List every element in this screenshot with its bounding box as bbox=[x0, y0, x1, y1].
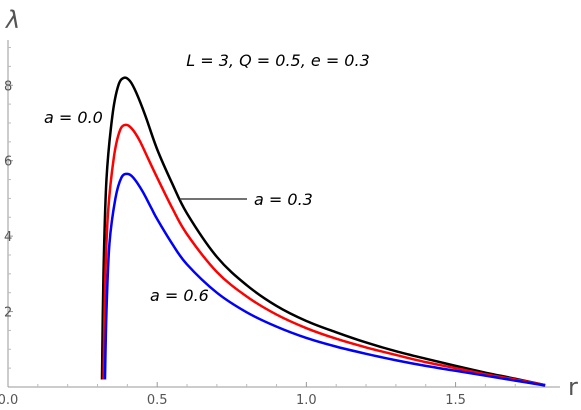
series-line-2 bbox=[103, 172, 546, 387]
series-group bbox=[100, 76, 546, 387]
ticks: 0.0 0.5 1.0 1.5 2 4 6 8 bbox=[0, 47, 546, 408]
series-line-0 bbox=[100, 76, 546, 387]
axes bbox=[7, 40, 560, 388]
label-a0: a = 0.0 bbox=[44, 108, 103, 127]
x-tick-label: 0.0 bbox=[0, 393, 18, 408]
label-a3: a = 0.3 bbox=[254, 190, 313, 209]
y-axis-label: λ bbox=[4, 6, 20, 34]
series-line-1 bbox=[102, 123, 546, 387]
y-tick-label: 4 bbox=[4, 230, 12, 245]
label-a6: a = 0.6 bbox=[150, 286, 209, 305]
chart-title: L = 3, Q = 0.5, e = 0.3 bbox=[186, 51, 370, 70]
y-tick-label: 6 bbox=[4, 155, 12, 170]
x-tick-label: 1.5 bbox=[445, 393, 466, 408]
y-tick-label: 2 bbox=[4, 306, 12, 321]
x-tick-label: 0.5 bbox=[147, 393, 168, 408]
x-axis-label: r bbox=[568, 373, 578, 401]
x-tick-label: 1.0 bbox=[296, 393, 317, 408]
y-tick-label: 8 bbox=[4, 79, 12, 94]
